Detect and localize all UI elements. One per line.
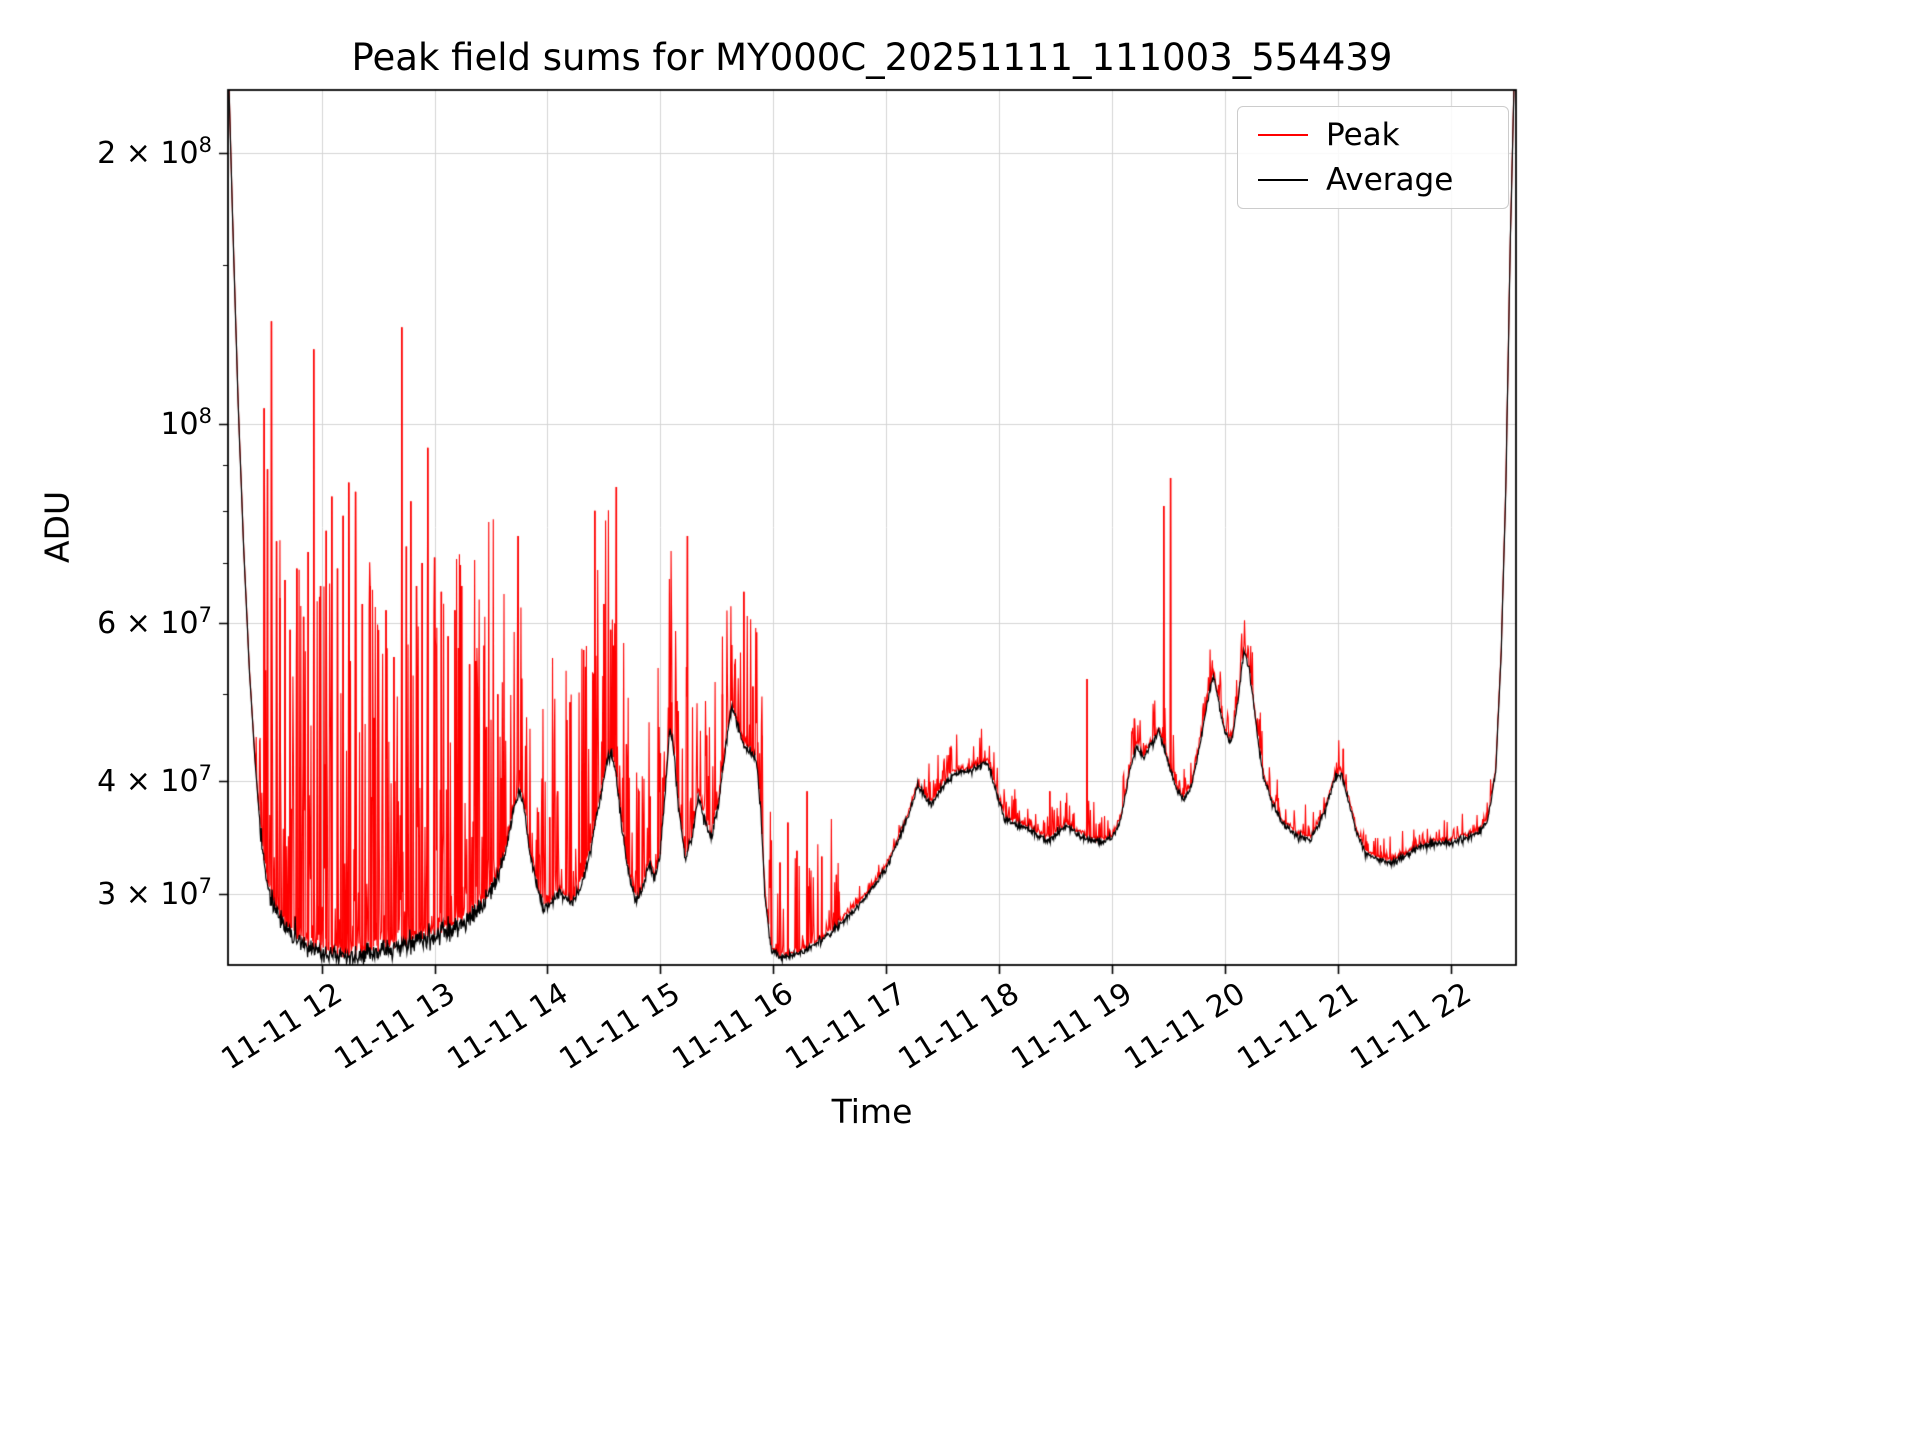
y-tick-label: 4 × 107: [97, 761, 212, 800]
y-tick-label: 3 × 107: [97, 874, 212, 913]
chart-title: Peak field sums for MY000C_20251111_1110…: [351, 36, 1393, 79]
legend-entry-average: Average: [1258, 162, 1508, 198]
legend: Peak Average: [1237, 106, 1509, 209]
y-axis-label: ADU: [37, 490, 77, 564]
y-tick-label: 2 × 108: [97, 133, 212, 172]
legend-label-average: Average: [1326, 162, 1454, 199]
legend-entry-peak: Peak: [1258, 117, 1508, 153]
y-tick-label: 108: [160, 403, 212, 442]
average-line-swatch: [1258, 179, 1308, 182]
y-tick-label: 6 × 107: [97, 603, 212, 642]
peak-line-swatch: [1258, 133, 1308, 136]
x-axis-label: Time: [831, 1092, 913, 1131]
legend-label-peak: Peak: [1326, 116, 1400, 153]
